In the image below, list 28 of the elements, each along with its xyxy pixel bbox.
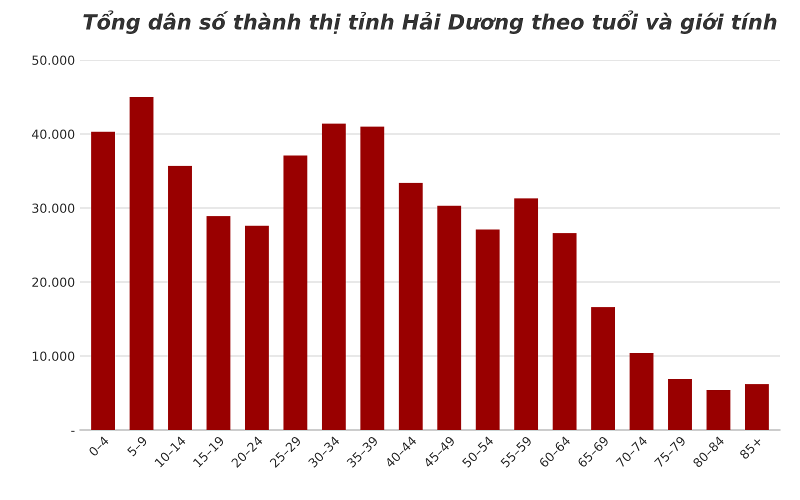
chart-title: Tổng dân số thành thị tỉnh Hải Dương theo tuổi và giới tính xyxy=(83,10,776,34)
bar xyxy=(360,126,384,430)
y-tick-label: 40.000 xyxy=(32,129,74,139)
bar xyxy=(668,378,692,430)
bar xyxy=(130,97,154,430)
bar xyxy=(398,182,423,430)
bar xyxy=(168,166,192,430)
bar xyxy=(591,307,615,430)
bar xyxy=(552,233,577,430)
bar xyxy=(245,226,269,430)
y-tick-label: 10.000 xyxy=(32,351,74,361)
y-tick-label: 50.000 xyxy=(32,55,74,65)
bar xyxy=(476,229,500,430)
y-tick-label: - xyxy=(71,430,75,432)
y-tick-label: 30.000 xyxy=(32,203,74,213)
bar xyxy=(745,384,769,430)
bar xyxy=(706,390,730,430)
bar xyxy=(322,124,346,430)
bar xyxy=(283,155,308,430)
bar xyxy=(437,206,462,430)
x-tick-label: 0–4 xyxy=(88,436,110,457)
y-tick-label: 20.000 xyxy=(32,277,74,287)
bar xyxy=(514,198,538,430)
bar xyxy=(630,353,654,430)
bar xyxy=(206,216,230,430)
x-tick-label: 85+ xyxy=(739,436,763,460)
x-tick-label: 5–9 xyxy=(126,436,148,457)
bar xyxy=(91,132,115,430)
